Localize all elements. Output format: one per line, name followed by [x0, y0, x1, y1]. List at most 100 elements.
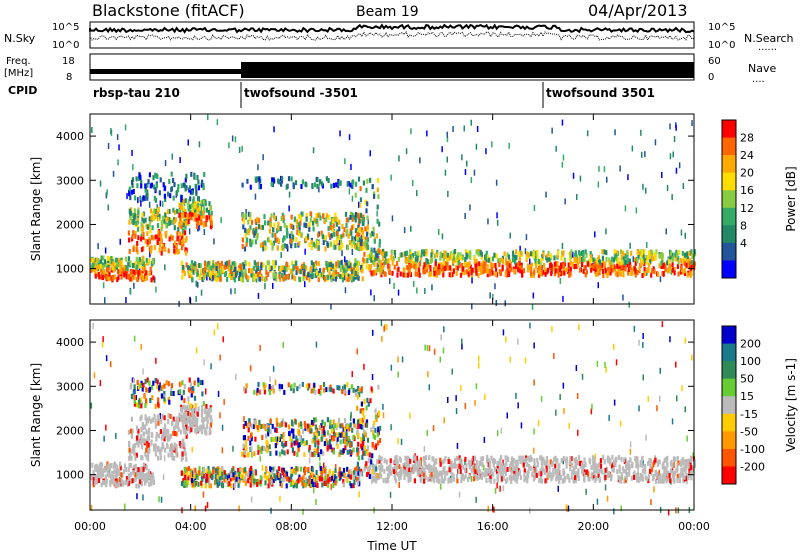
echo-pixel — [330, 277, 333, 283]
echo-pixel — [172, 445, 175, 451]
echo-pixel — [239, 265, 242, 271]
echo-pixel — [148, 239, 152, 245]
echo-pixel — [550, 271, 553, 277]
echo-pixel — [354, 228, 357, 234]
echo-pixel — [333, 244, 336, 250]
echo-pixel — [283, 450, 286, 456]
echo-pixel — [455, 270, 458, 276]
echo-pixel — [141, 421, 144, 427]
echo-pixel — [144, 238, 147, 244]
echo-pixel — [689, 271, 692, 277]
echo-pixel — [197, 179, 200, 185]
echo-pixel — [118, 468, 121, 474]
echo-pixel — [471, 303, 473, 310]
echo-pixel — [509, 232, 511, 239]
echo-pixel — [386, 258, 389, 264]
echo-pixel — [180, 443, 183, 449]
echo-pixel — [342, 386, 345, 391]
echo-pixel — [669, 264, 672, 270]
echo-pixel — [238, 276, 241, 281]
echo-pixel — [316, 177, 319, 183]
echo-pixel — [252, 265, 255, 271]
echo-pixel — [100, 274, 103, 280]
echo-pixel — [281, 449, 284, 455]
echo-pixel — [428, 345, 431, 352]
echo-pixel — [228, 142, 230, 149]
echo-pixel — [474, 263, 477, 269]
freq-label: Freq. — [6, 56, 31, 67]
echo-pixel — [347, 217, 350, 223]
echo-pixel — [567, 269, 570, 275]
echo-pixel — [382, 256, 385, 262]
echo-pixel — [276, 421, 279, 427]
echo-pixel — [477, 464, 480, 470]
echo-pixel — [157, 236, 160, 242]
echo-pixel — [304, 248, 306, 255]
date-label: 04/Apr/2013 — [588, 1, 688, 20]
echo-pixel — [200, 289, 203, 296]
echo-pixel — [300, 232, 303, 238]
echo-pixel — [186, 404, 189, 410]
echo-pixel — [358, 231, 361, 237]
echo-pixel — [321, 181, 324, 187]
echo-pixel — [114, 469, 117, 475]
echo-pixel — [352, 387, 355, 393]
echo-pixel — [426, 259, 429, 265]
echo-pixel — [122, 469, 126, 474]
echo-pixel — [489, 261, 492, 267]
echo-pixel — [277, 225, 280, 231]
echo-pixel — [464, 262, 467, 268]
nsearch-legend-dots: ...... — [758, 42, 777, 53]
echo-pixel — [515, 255, 518, 260]
echo-pixel — [359, 241, 362, 247]
echo-pixel — [314, 389, 317, 395]
echo-pixel — [538, 265, 541, 271]
echo-pixel — [441, 233, 444, 240]
echo-pixel — [140, 403, 143, 409]
echo-pixel — [340, 431, 344, 437]
echo-pixel — [154, 276, 156, 283]
echo-pixel — [290, 482, 293, 487]
echo-pixel — [577, 455, 581, 461]
echo-pixel — [188, 415, 191, 421]
echo-pixel — [128, 219, 131, 225]
colorbar-frame — [721, 119, 737, 279]
echo-pixel — [250, 436, 253, 442]
echo-pixel — [590, 408, 593, 415]
echo-pixel — [652, 462, 655, 468]
echo-pixel — [197, 377, 200, 383]
echo-pixel — [520, 422, 523, 429]
echo-pixel — [297, 422, 301, 428]
echo-pixel — [328, 433, 331, 439]
echo-pixel — [163, 186, 166, 192]
echo-pixel — [247, 423, 250, 429]
echo-pixel — [315, 260, 318, 266]
echo-pixel — [376, 459, 379, 465]
echo-pixel — [184, 212, 187, 217]
echo-pixel — [107, 274, 110, 280]
echo-pixel — [360, 468, 363, 474]
echo-pixel — [461, 343, 463, 350]
echo-pixel — [255, 269, 258, 275]
echo-pixel — [464, 213, 466, 219]
echo-pixel — [109, 480, 112, 486]
echo-pixel — [356, 231, 359, 237]
echo-pixel — [456, 478, 459, 484]
echo-pixel — [576, 194, 578, 200]
echo-pixel — [642, 333, 644, 339]
colorbar-tick-label: 24 — [740, 149, 754, 162]
echo-pixel — [173, 182, 176, 188]
echo-pixel — [573, 457, 576, 463]
echo-pixel — [413, 261, 416, 267]
echo-pixel — [357, 470, 360, 476]
echo-pixel — [197, 185, 200, 191]
echo-pixel — [464, 403, 467, 409]
echo-pixel — [124, 124, 127, 131]
echo-pixel — [508, 263, 511, 269]
echo-pixel — [677, 271, 680, 277]
echo-pixel — [91, 462, 94, 468]
echo-pixel — [150, 277, 153, 283]
echo-pixel — [130, 189, 133, 195]
echo-pixel — [659, 395, 661, 402]
echo-pixel — [434, 267, 437, 273]
